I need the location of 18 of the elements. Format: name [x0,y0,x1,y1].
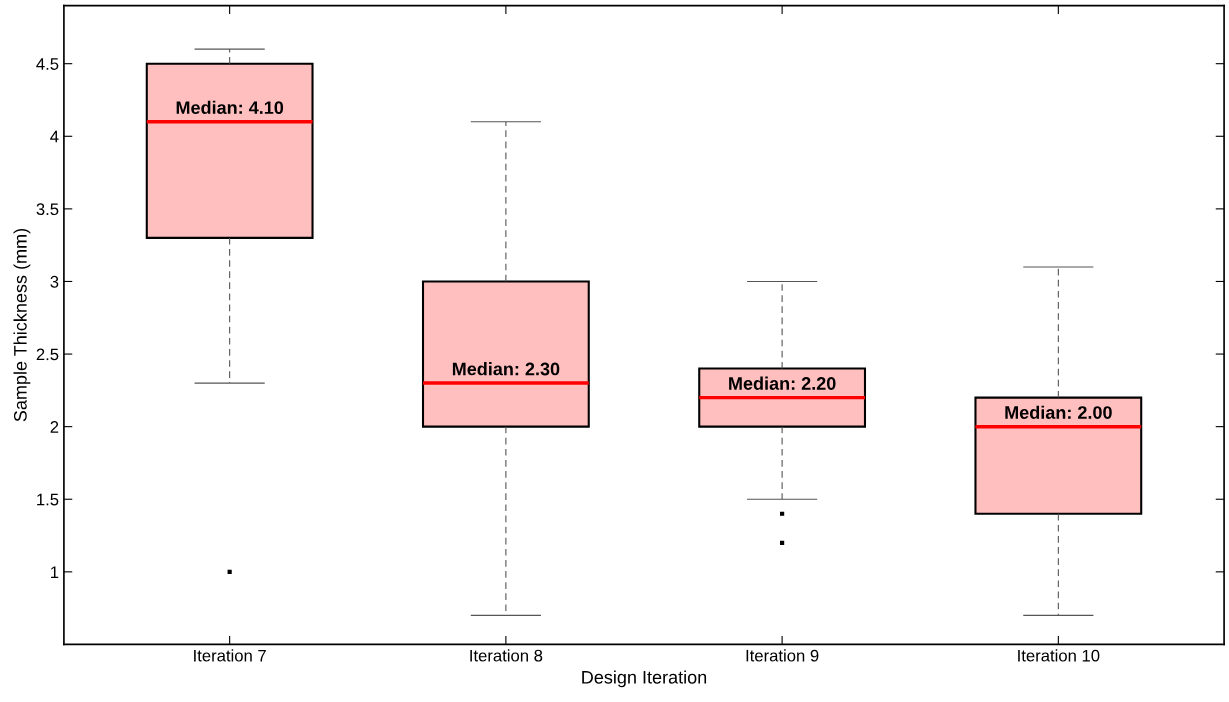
x-tick-label: Iteration 7 [194,649,266,662]
y-tick-label: 2 [50,421,59,433]
annotation: Median: 4.10 [176,100,284,115]
y-tick-label: 1.5 [37,493,59,506]
y-tick-label: 1 [51,566,59,578]
x-axis-title: Design Iteration [582,670,707,688]
y-tick-label: 3 [50,275,59,288]
y-axis-title: Sample Thickness (mm) [13,228,31,422]
y-tick-label: 3.5 [36,203,59,216]
y-tick-label: 4.5 [36,58,59,70]
x-tick-label: Iteration 9 [746,649,819,662]
y-tick-label: 2.5 [36,348,59,361]
annotation: Median: 2.20 [729,376,836,390]
annotation: Median: 2.30 [452,362,560,376]
annotation: Median: 2.00 [1005,405,1112,419]
x-tick-label: Iteration 10 [1018,649,1100,662]
x-tick-label: Iteration 8 [470,649,543,662]
y-tick-label: 4 [50,130,59,143]
